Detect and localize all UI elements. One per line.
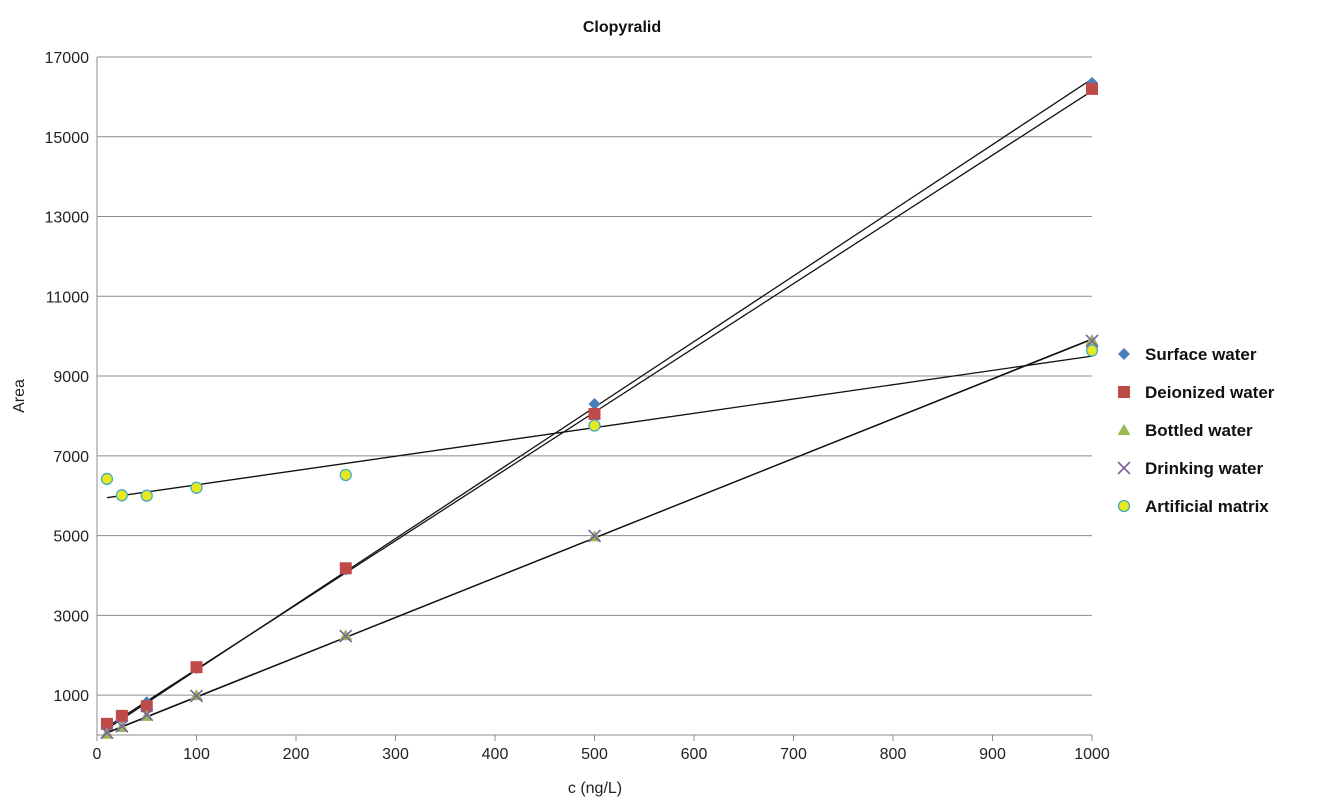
point-s1-2 bbox=[140, 700, 153, 713]
y-tick-label: 11000 bbox=[46, 289, 89, 306]
point-s1-6 bbox=[1086, 82, 1098, 95]
y-tick-label: 7000 bbox=[53, 449, 89, 466]
legend-label-0: Surface water bbox=[1145, 345, 1257, 364]
y-tick-label: 15000 bbox=[45, 130, 90, 147]
y-tick-label: 13000 bbox=[45, 210, 90, 227]
x-tick-label: 0 bbox=[93, 746, 102, 763]
x-axis-title: c (ng/L) bbox=[568, 780, 622, 797]
y-axis-title: Area bbox=[11, 379, 28, 413]
legend-label-4: Artificial matrix bbox=[1145, 497, 1269, 516]
point-s2-6 bbox=[1085, 334, 1099, 346]
point-s4-1 bbox=[115, 489, 129, 502]
x-tick-label: 600 bbox=[681, 746, 708, 763]
point-s4-3 bbox=[190, 481, 203, 494]
y-tick-label: 17000 bbox=[45, 50, 90, 67]
point-s3-1 bbox=[115, 719, 129, 733]
legend-marker-1 bbox=[1118, 386, 1130, 398]
y-tick-label: 1000 bbox=[53, 688, 89, 705]
point-s4-0 bbox=[100, 472, 114, 486]
point-s1-1 bbox=[115, 709, 128, 722]
x-tick-label: 500 bbox=[581, 746, 608, 763]
x-tick-label: 300 bbox=[382, 746, 409, 763]
chart-title: Clopyralid bbox=[583, 19, 661, 36]
x-tick-label: 200 bbox=[283, 746, 310, 763]
legend-label-2: Bottled water bbox=[1145, 421, 1253, 440]
y-tick-label: 5000 bbox=[53, 529, 89, 546]
point-s3-2 bbox=[140, 708, 154, 722]
point-s1-5 bbox=[588, 407, 601, 420]
point-s4-6 bbox=[1085, 344, 1099, 357]
x-tick-label: 900 bbox=[979, 746, 1006, 763]
legend-marker-3 bbox=[1117, 461, 1131, 475]
point-s3-6 bbox=[1085, 334, 1099, 348]
legend-marker-0 bbox=[1118, 348, 1130, 360]
x-tick-label: 100 bbox=[183, 746, 210, 763]
y-tick-label: 9000 bbox=[53, 369, 89, 386]
point-s4-4 bbox=[339, 468, 352, 482]
legend-marker-4 bbox=[1117, 499, 1131, 513]
legend-label-3: Drinking water bbox=[1145, 459, 1263, 478]
y-tick-label: 3000 bbox=[53, 608, 89, 625]
x-tick-labels: 0 100 200 300 400 500 600 700 800 900 1000 bbox=[93, 746, 1110, 763]
point-s4-2 bbox=[140, 489, 153, 502]
point-s3-5 bbox=[587, 529, 602, 543]
point-s3-3 bbox=[189, 689, 204, 703]
trendline-3 bbox=[106, 338, 1093, 734]
point-s2-3 bbox=[190, 689, 203, 701]
legend-label-1: Deionized water bbox=[1145, 383, 1275, 402]
point-s2-4 bbox=[339, 629, 353, 641]
point-s1-4 bbox=[339, 562, 352, 575]
x-tick-label: 1000 bbox=[1074, 746, 1110, 763]
point-s3-4 bbox=[339, 629, 353, 643]
x-tick-label: 400 bbox=[482, 746, 509, 763]
point-s0-5 bbox=[588, 397, 601, 410]
axes bbox=[96, 57, 1093, 741]
point-s3-0 bbox=[100, 726, 114, 740]
trendlines bbox=[106, 78, 1093, 734]
legend-marker-2 bbox=[1117, 424, 1131, 435]
data-points bbox=[100, 76, 1099, 740]
point-s4-5 bbox=[588, 419, 601, 432]
y-tick-labels: 1000 3000 5000 7000 9000 11000 13000 15000 17000 bbox=[45, 50, 90, 705]
x-tick-label: 700 bbox=[780, 746, 807, 763]
point-s1-3 bbox=[190, 661, 203, 674]
point-s1-0 bbox=[100, 717, 113, 730]
legend: Surface water Deionized water Bottled wate… bbox=[1117, 345, 1275, 516]
x-tick-label: 800 bbox=[880, 746, 907, 763]
grid bbox=[97, 56, 1092, 696]
